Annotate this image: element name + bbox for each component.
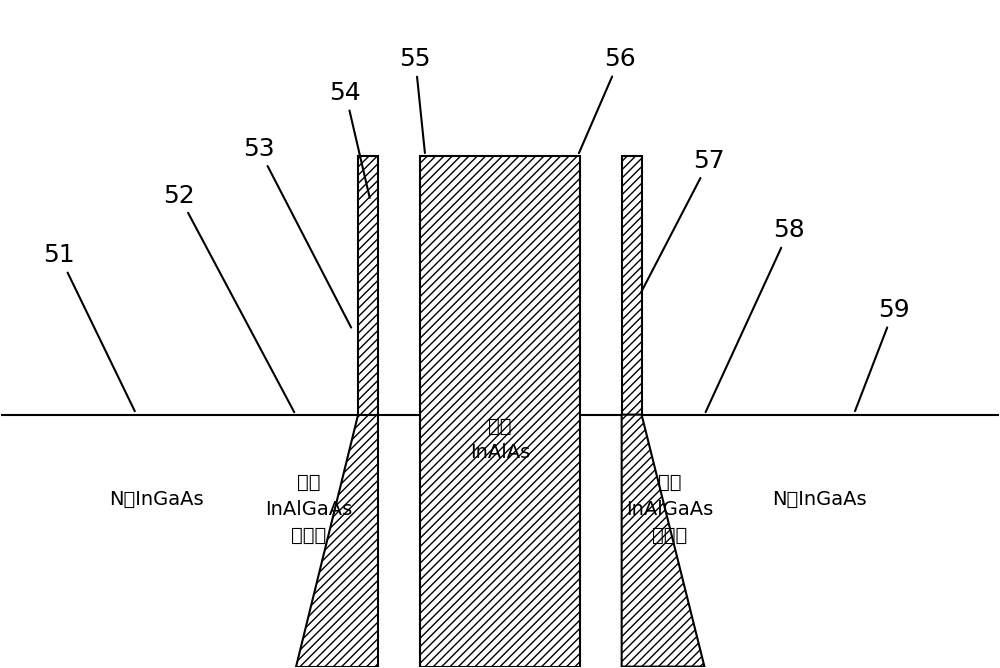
Text: N型InGaAs: N型InGaAs: [772, 490, 866, 509]
Text: 51: 51: [43, 243, 135, 411]
Polygon shape: [296, 415, 378, 667]
Text: 59: 59: [855, 298, 910, 411]
Text: 56: 56: [579, 47, 636, 153]
Text: 57: 57: [641, 149, 725, 293]
Text: 55: 55: [399, 47, 431, 153]
Polygon shape: [358, 156, 378, 415]
Text: N型InGaAs: N型InGaAs: [109, 490, 203, 509]
Text: 非掺
InAlGaAs
渐变层: 非掺 InAlGaAs 渐变层: [265, 473, 352, 545]
Polygon shape: [622, 415, 704, 667]
Text: 非掺
InAlAs: 非掺 InAlAs: [470, 417, 530, 462]
Text: 非掺
InAlGaAs
渐变层: 非掺 InAlGaAs 渐变层: [626, 473, 713, 545]
Polygon shape: [622, 156, 642, 415]
Text: 53: 53: [243, 137, 351, 327]
Text: 58: 58: [706, 218, 805, 412]
Text: 54: 54: [330, 81, 370, 198]
Text: 52: 52: [163, 184, 294, 412]
Polygon shape: [420, 156, 580, 667]
